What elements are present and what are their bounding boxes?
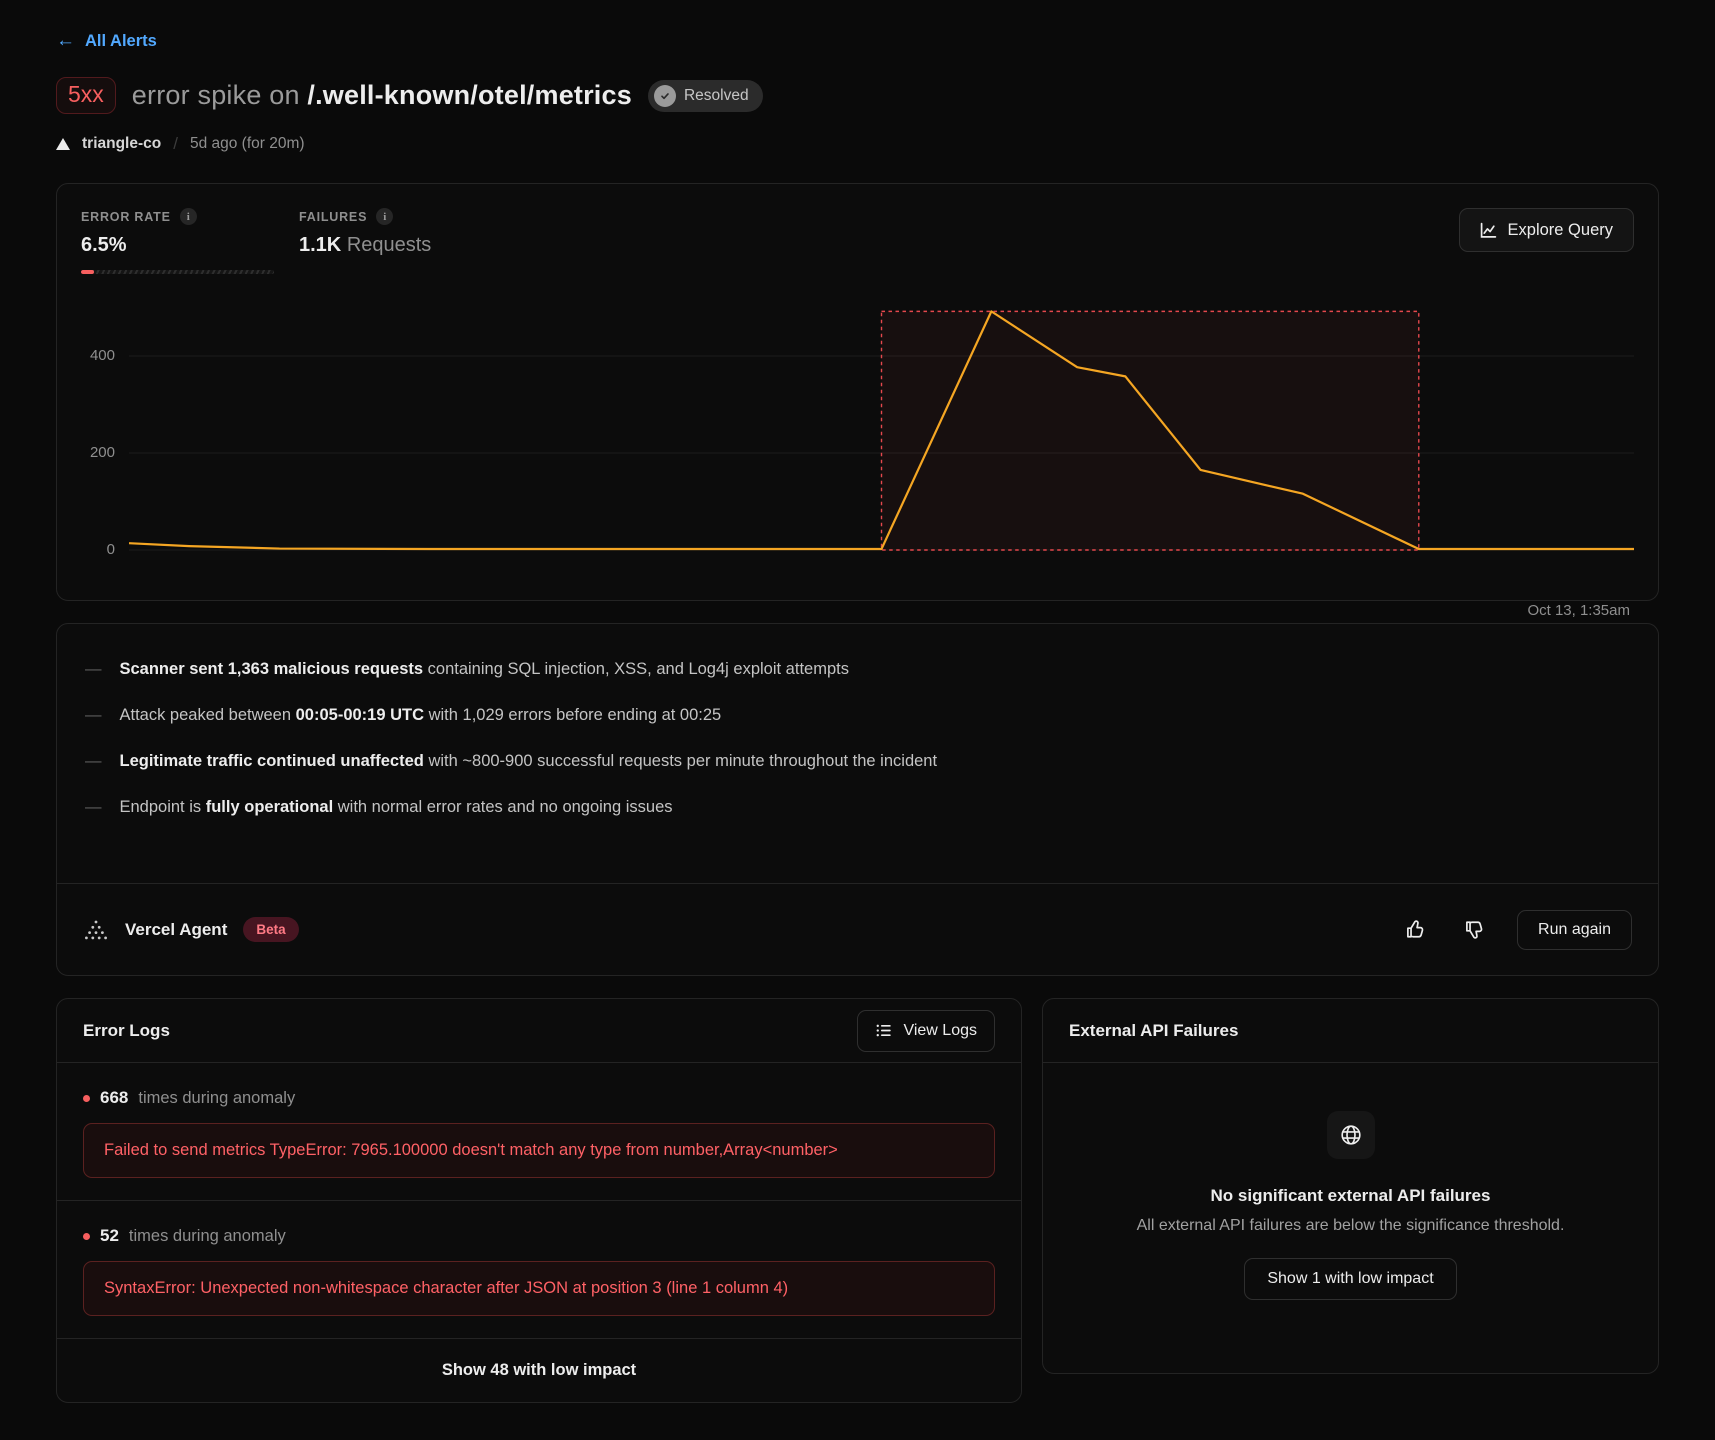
external-api-title: External API Failures [1069, 1020, 1239, 1040]
error-dot-icon [83, 1232, 90, 1240]
team-name[interactable]: triangle-co [82, 135, 162, 152]
error-chart: 0 200 400 Oct 13, 1:35am [81, 302, 1634, 619]
chart-line-icon [1480, 222, 1497, 239]
status-badge: Resolved [647, 79, 763, 112]
y-axis-tick: 0 [106, 541, 115, 558]
error-count: 52 [100, 1226, 119, 1245]
status-label: Resolved [683, 86, 749, 104]
y-axis-tick: 200 [89, 444, 115, 461]
chart-end-time: Oct 13, 1:35am [1527, 602, 1630, 619]
explore-query-label: Explore Query [1507, 220, 1613, 239]
run-again-button[interactable]: Run again [1517, 909, 1632, 950]
info-icon[interactable]: i [376, 208, 394, 225]
summary-bullet: — Attack peaked between 00:05-00:19 UTC w… [85, 706, 722, 724]
beta-badge: Beta [243, 917, 299, 942]
failures-unit: Requests [346, 234, 432, 256]
anomaly-region [882, 311, 1419, 550]
agent-identity: Vercel Agent Beta [83, 917, 299, 942]
thumbs-up-button[interactable] [1399, 913, 1432, 946]
back-link-label: All Alerts [85, 31, 157, 50]
chart-svg [129, 302, 1634, 562]
alert-time: 5d ago (for 20m) [189, 135, 305, 152]
arrow-left-icon: ← [56, 30, 75, 51]
thumbs-down-button[interactable] [1458, 913, 1491, 946]
breadcrumb-separator: / [173, 134, 178, 153]
external-api-card: External API Failures No significant ext… [1042, 998, 1659, 1374]
summary-card: — Scanner sent 1,363 malicious requests c… [56, 623, 1659, 976]
info-icon[interactable]: i [179, 208, 197, 225]
view-logs-label: View Logs [903, 1021, 977, 1039]
error-log-entry: 668 times during anomaly Failed to send me… [57, 1063, 1021, 1200]
failures-count: 1.1K [299, 234, 342, 256]
vercel-triangle-icon [56, 138, 70, 150]
title-path: /.well-known/otel/metrics [307, 80, 632, 110]
failures-value: 1.1K Requests [299, 234, 517, 257]
title-prefix: error spike on [131, 80, 300, 110]
thumbs-down-icon [1466, 921, 1483, 939]
error-count: 668 [100, 1088, 129, 1107]
error-count-suffix: times during anomaly [128, 1226, 286, 1245]
error-message: Failed to send metrics TypeError: 7965.1… [83, 1123, 995, 1178]
error-log-entries: 668 times during anomaly Failed to send me… [57, 1063, 1021, 1338]
alert-5xx-badge: 5xx [56, 77, 116, 114]
check-icon [653, 84, 676, 107]
chart-header: ERROR RATE i 6.5% FAILURES i 1.1K Reques… [81, 208, 1634, 274]
error-log-entry: 52 times during anomaly SyntaxError: Unexp… [57, 1200, 1021, 1338]
error-rate-bar-fill [81, 270, 94, 274]
summary-bullet: — Endpoint is fully operational with norm… [85, 798, 673, 816]
y-axis: 0 200 400 [81, 302, 125, 562]
show-low-impact-logs-button[interactable]: Show 48 with low impact [57, 1338, 1021, 1402]
empty-state-title: No significant external API failures [1210, 1186, 1491, 1205]
failures-label: FAILURES [299, 209, 368, 224]
error-message: SyntaxError: Unexpected non-whitespace c… [83, 1261, 995, 1316]
failures-metric: FAILURES i 1.1K Requests [299, 208, 517, 257]
error-count-suffix: times during anomaly [138, 1088, 296, 1107]
globe-icon [1326, 1111, 1375, 1159]
explore-query-button[interactable]: Explore Query [1458, 208, 1634, 252]
metrics-chart-card: ERROR RATE i 6.5% FAILURES i 1.1K Reques… [56, 183, 1659, 619]
breadcrumb: triangle-co / 5d ago (for 20m) [56, 134, 1659, 154]
error-rate-bar [81, 270, 274, 274]
back-link[interactable]: ← All Alerts [56, 30, 157, 52]
vercel-agent-logo-icon [83, 918, 109, 942]
summary-bullet: — Scanner sent 1,363 malicious requests c… [85, 660, 849, 678]
error-dot-icon [83, 1094, 90, 1102]
chart-plot-area[interactable] [129, 302, 1634, 562]
agent-name: Vercel Agent [125, 919, 228, 939]
page-header: 5xx error spike on /.well-known/otel/met… [56, 77, 1659, 114]
external-api-empty-state: No significant external API failures All… [1043, 1063, 1658, 1373]
summary-bullets: — Scanner sent 1,363 malicious requests c… [57, 624, 1658, 883]
chart-line [129, 311, 1634, 549]
page-title: error spike on /.well-known/otel/metrics [132, 80, 632, 111]
y-axis-tick: 400 [89, 347, 115, 364]
error-logs-title: Error Logs [83, 1020, 170, 1040]
logs-list-icon [875, 1022, 892, 1039]
show-low-impact-external-button[interactable]: Show 1 with low impact [1244, 1258, 1457, 1300]
error-logs-card: Error Logs View Logs 668 times during ano… [56, 998, 1022, 1403]
thumbs-up-icon [1407, 920, 1424, 938]
agent-footer: Vercel Agent Beta Run again [57, 883, 1658, 975]
view-logs-button[interactable]: View Logs [857, 1009, 995, 1052]
empty-state-description: All external API failures are below the … [1136, 1217, 1565, 1234]
summary-bullet: — Legitimate traffic continued unaffected… [85, 752, 938, 770]
error-rate-metric: ERROR RATE i 6.5% [81, 208, 299, 274]
error-rate-value: 6.5% [81, 234, 127, 256]
error-rate-label: ERROR RATE [81, 209, 171, 224]
